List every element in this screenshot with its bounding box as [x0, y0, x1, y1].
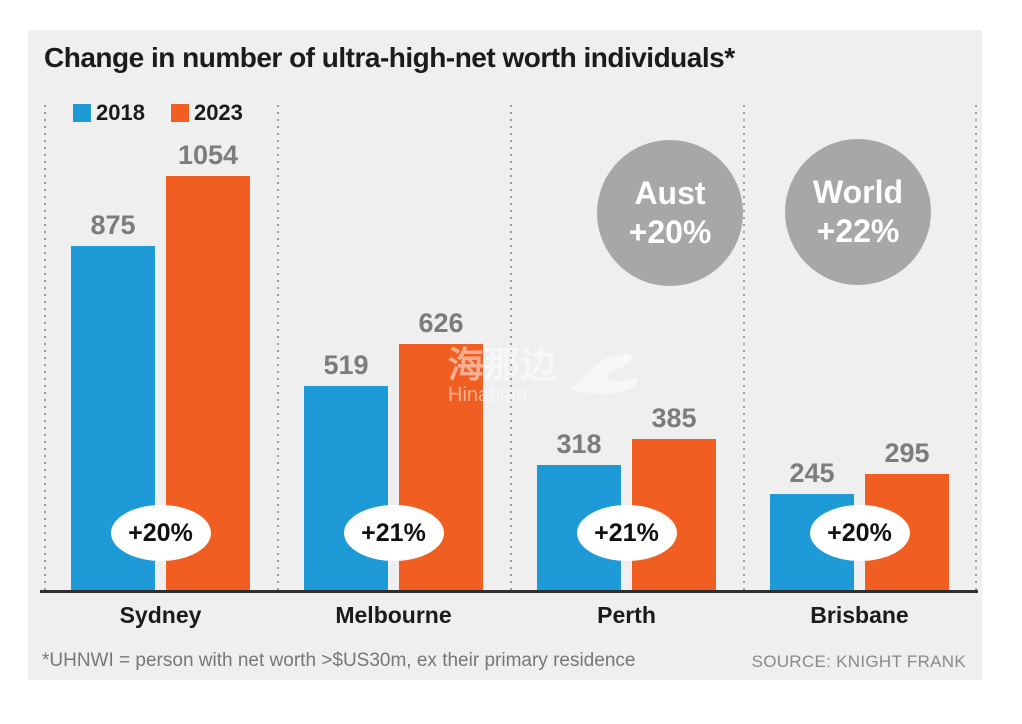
source-credit: SOURCE: KNIGHT FRANK [751, 652, 966, 671]
dotted-separator [975, 105, 977, 592]
legend-label-2018: 2018 [96, 100, 145, 125]
annotation-circle-aust: Aust +20% [597, 140, 743, 286]
category-label-sydney: Sydney [119, 602, 202, 628]
chart-title: Change in number of ultra-high-net worth… [44, 42, 735, 73]
annotation-circle-world: World +22% [785, 139, 931, 285]
footnote: *UHNWI = person with net worth >$US30m, … [42, 650, 636, 671]
value-label-2018-melbourne: 519 [323, 350, 369, 380]
annotation-circle-world-value: +22% [816, 213, 900, 249]
value-label-2023-melbourne: 626 [418, 308, 464, 338]
growth-badge-sydney: +20% [110, 505, 211, 561]
value-label-2023-perth: 385 [651, 403, 697, 433]
bar-2018-melbourne [304, 386, 388, 590]
legend-label-2023: 2023 [193, 100, 243, 125]
legend-swatch-2023-icon [170, 104, 189, 122]
value-label-2018-perth: 318 [556, 429, 602, 459]
legend: 2018 2023 [73, 100, 243, 126]
value-label-2023-sydney: 1054 [177, 140, 239, 170]
dotted-separator [510, 105, 512, 592]
legend-item-2023: 2023 [170, 100, 243, 126]
value-label-2018-brisbane: 245 [789, 458, 835, 488]
dotted-separator [277, 105, 279, 592]
legend-swatch-2018-icon [73, 104, 91, 122]
category-label-brisbane: Brisbane [810, 602, 909, 628]
growth-badge-perth: +21% [576, 505, 677, 561]
swan-logo-icon [570, 353, 638, 394]
annotation-circle-aust-value: +20% [628, 214, 712, 250]
growth-badge-melbourne: +21% [343, 505, 444, 561]
value-label-2018-sydney: 875 [90, 210, 136, 240]
growth-badge-brisbane: +20% [809, 505, 910, 561]
annotation-circle-world-label: World [812, 174, 904, 210]
category-label-perth: Perth [597, 602, 656, 628]
category-label-melbourne: Melbourne [335, 602, 452, 628]
value-label-2023-brisbane: 295 [884, 438, 930, 468]
dotted-separator [44, 105, 46, 592]
x-axis-baseline [40, 590, 978, 593]
annotation-circle-aust-label: Aust [634, 175, 706, 211]
legend-item-2018: 2018 [73, 100, 145, 126]
dotted-separator [743, 105, 745, 592]
chart-panel: Change in number of ultra-high-net worth… [28, 30, 982, 680]
